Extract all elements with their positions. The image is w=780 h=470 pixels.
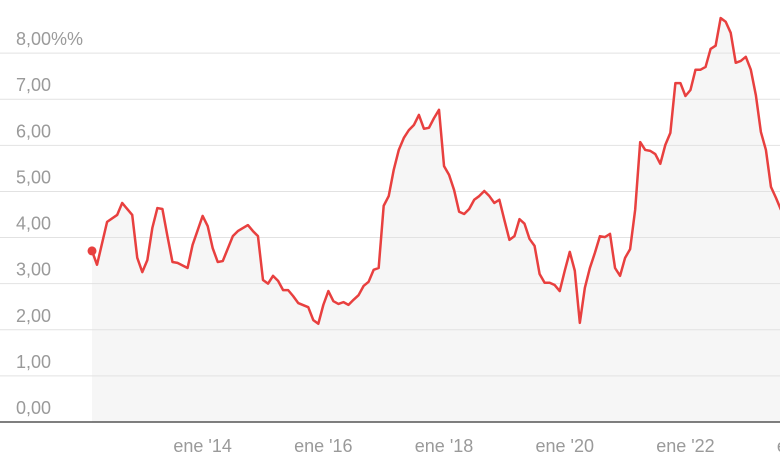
data-line <box>90 16 780 326</box>
area <box>92 18 780 422</box>
y-tick-label: 0,00 <box>16 398 51 418</box>
y-tick-label: 5,00 <box>16 167 51 187</box>
y-tick-label: 2,00 <box>16 306 51 326</box>
y-tick-label: 3,00 <box>16 260 51 280</box>
x-tick-label: ene '22 <box>656 436 715 456</box>
x-tick-label: ene '20 <box>535 436 594 456</box>
x-tick-label: ene '14 <box>173 436 232 456</box>
y-tick-label: 4,00 <box>16 214 51 234</box>
x-tick-label: ene '18 <box>415 436 474 456</box>
y-tick-label: 1,00 <box>16 352 51 372</box>
start-point <box>87 246 97 256</box>
x-tick-label: ene '16 <box>294 436 353 456</box>
y-tick-label: 6,00 <box>16 121 51 141</box>
x-tick-label: ene '24 <box>777 436 780 456</box>
y-tick-label: 7,00 <box>16 75 51 95</box>
y-tick-label: 8,00%% <box>16 29 83 49</box>
